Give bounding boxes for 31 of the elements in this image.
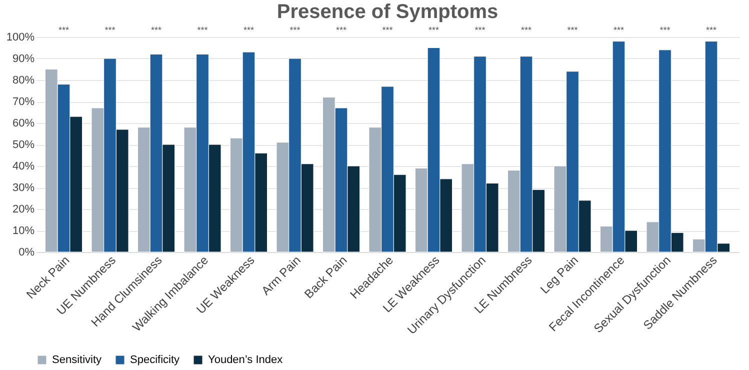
legend-label: Specificity bbox=[130, 354, 180, 366]
y-tick-label: 90% bbox=[12, 53, 35, 65]
y-tick-label: 60% bbox=[12, 118, 35, 130]
y-tick-label: 100% bbox=[6, 32, 35, 44]
y-tick-label: 20% bbox=[12, 204, 35, 216]
y-tick-label: 30% bbox=[12, 182, 35, 194]
text: *** bbox=[197, 25, 208, 35]
x-tick-label: Arm Pain bbox=[258, 253, 304, 298]
text: *** bbox=[150, 25, 162, 35]
y-tick-label: 70% bbox=[12, 96, 35, 108]
text: *** bbox=[520, 25, 532, 35]
text: *** bbox=[706, 25, 717, 35]
text: *** bbox=[336, 25, 347, 35]
text: *** bbox=[243, 25, 254, 35]
legend-label: Sensitivity bbox=[52, 354, 102, 366]
y-tick-label: 80% bbox=[12, 74, 35, 86]
text: *** bbox=[58, 25, 70, 35]
y-tick-label: 40% bbox=[12, 160, 35, 172]
legend-label: Youden’s Index bbox=[208, 354, 284, 366]
text: *** bbox=[104, 25, 116, 35]
y-tick-label: 10% bbox=[12, 225, 35, 237]
text: *** bbox=[567, 25, 578, 35]
chart-title: Presence of Symptoms bbox=[276, 1, 498, 23]
text: *** bbox=[613, 25, 624, 35]
text: *** bbox=[474, 25, 486, 35]
y-tick-label: 50% bbox=[12, 139, 35, 151]
text: *** bbox=[428, 25, 440, 35]
y-tick-label: 0% bbox=[18, 246, 35, 258]
text: *** bbox=[382, 25, 394, 35]
text: *** bbox=[660, 25, 671, 35]
text: *** bbox=[290, 25, 301, 35]
